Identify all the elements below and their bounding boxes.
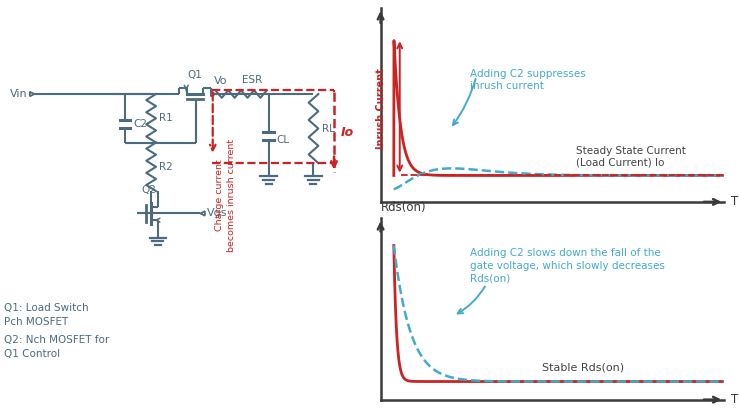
Text: RL: RL [321, 124, 335, 133]
Text: Time: Time [731, 195, 739, 208]
Text: Q1: Q1 [188, 70, 202, 80]
Text: Steady State Current
(Load Current) Io: Steady State Current (Load Current) Io [576, 145, 685, 168]
Text: Q1: Load Switch
Pch MOSFET: Q1: Load Switch Pch MOSFET [4, 303, 89, 327]
Text: Adding C2 slows down the fall of the
gate voltage, which slowly decreases
Rds(on: Adding C2 slows down the fall of the gat… [470, 248, 664, 283]
Text: Q2: Q2 [142, 185, 157, 195]
Text: Inrush Current: Inrush Current [376, 68, 386, 149]
Text: Adding C2 suppresses
inrush current: Adding C2 suppresses inrush current [470, 68, 585, 91]
Text: Vo: Vo [214, 76, 227, 86]
Text: CL: CL [276, 135, 289, 145]
Text: Vgs: Vgs [207, 208, 228, 218]
Text: R2: R2 [160, 162, 173, 172]
Text: Current: Current [381, 0, 426, 3]
Text: ESR: ESR [242, 75, 262, 85]
Text: R1: R1 [160, 113, 173, 123]
Text: Time: Time [731, 393, 739, 406]
Text: Rds(on): Rds(on) [381, 201, 427, 214]
Text: Stable Rds(on): Stable Rds(on) [542, 363, 624, 372]
Text: C2: C2 [133, 119, 147, 129]
Text: Q2: Nch MOSFET for
Q1 Control: Q2: Nch MOSFET for Q1 Control [4, 335, 109, 359]
Text: Charge current
becomes inrush current: Charge current becomes inrush current [215, 139, 236, 252]
Text: Io: Io [341, 126, 354, 139]
Text: Vin: Vin [10, 89, 28, 99]
